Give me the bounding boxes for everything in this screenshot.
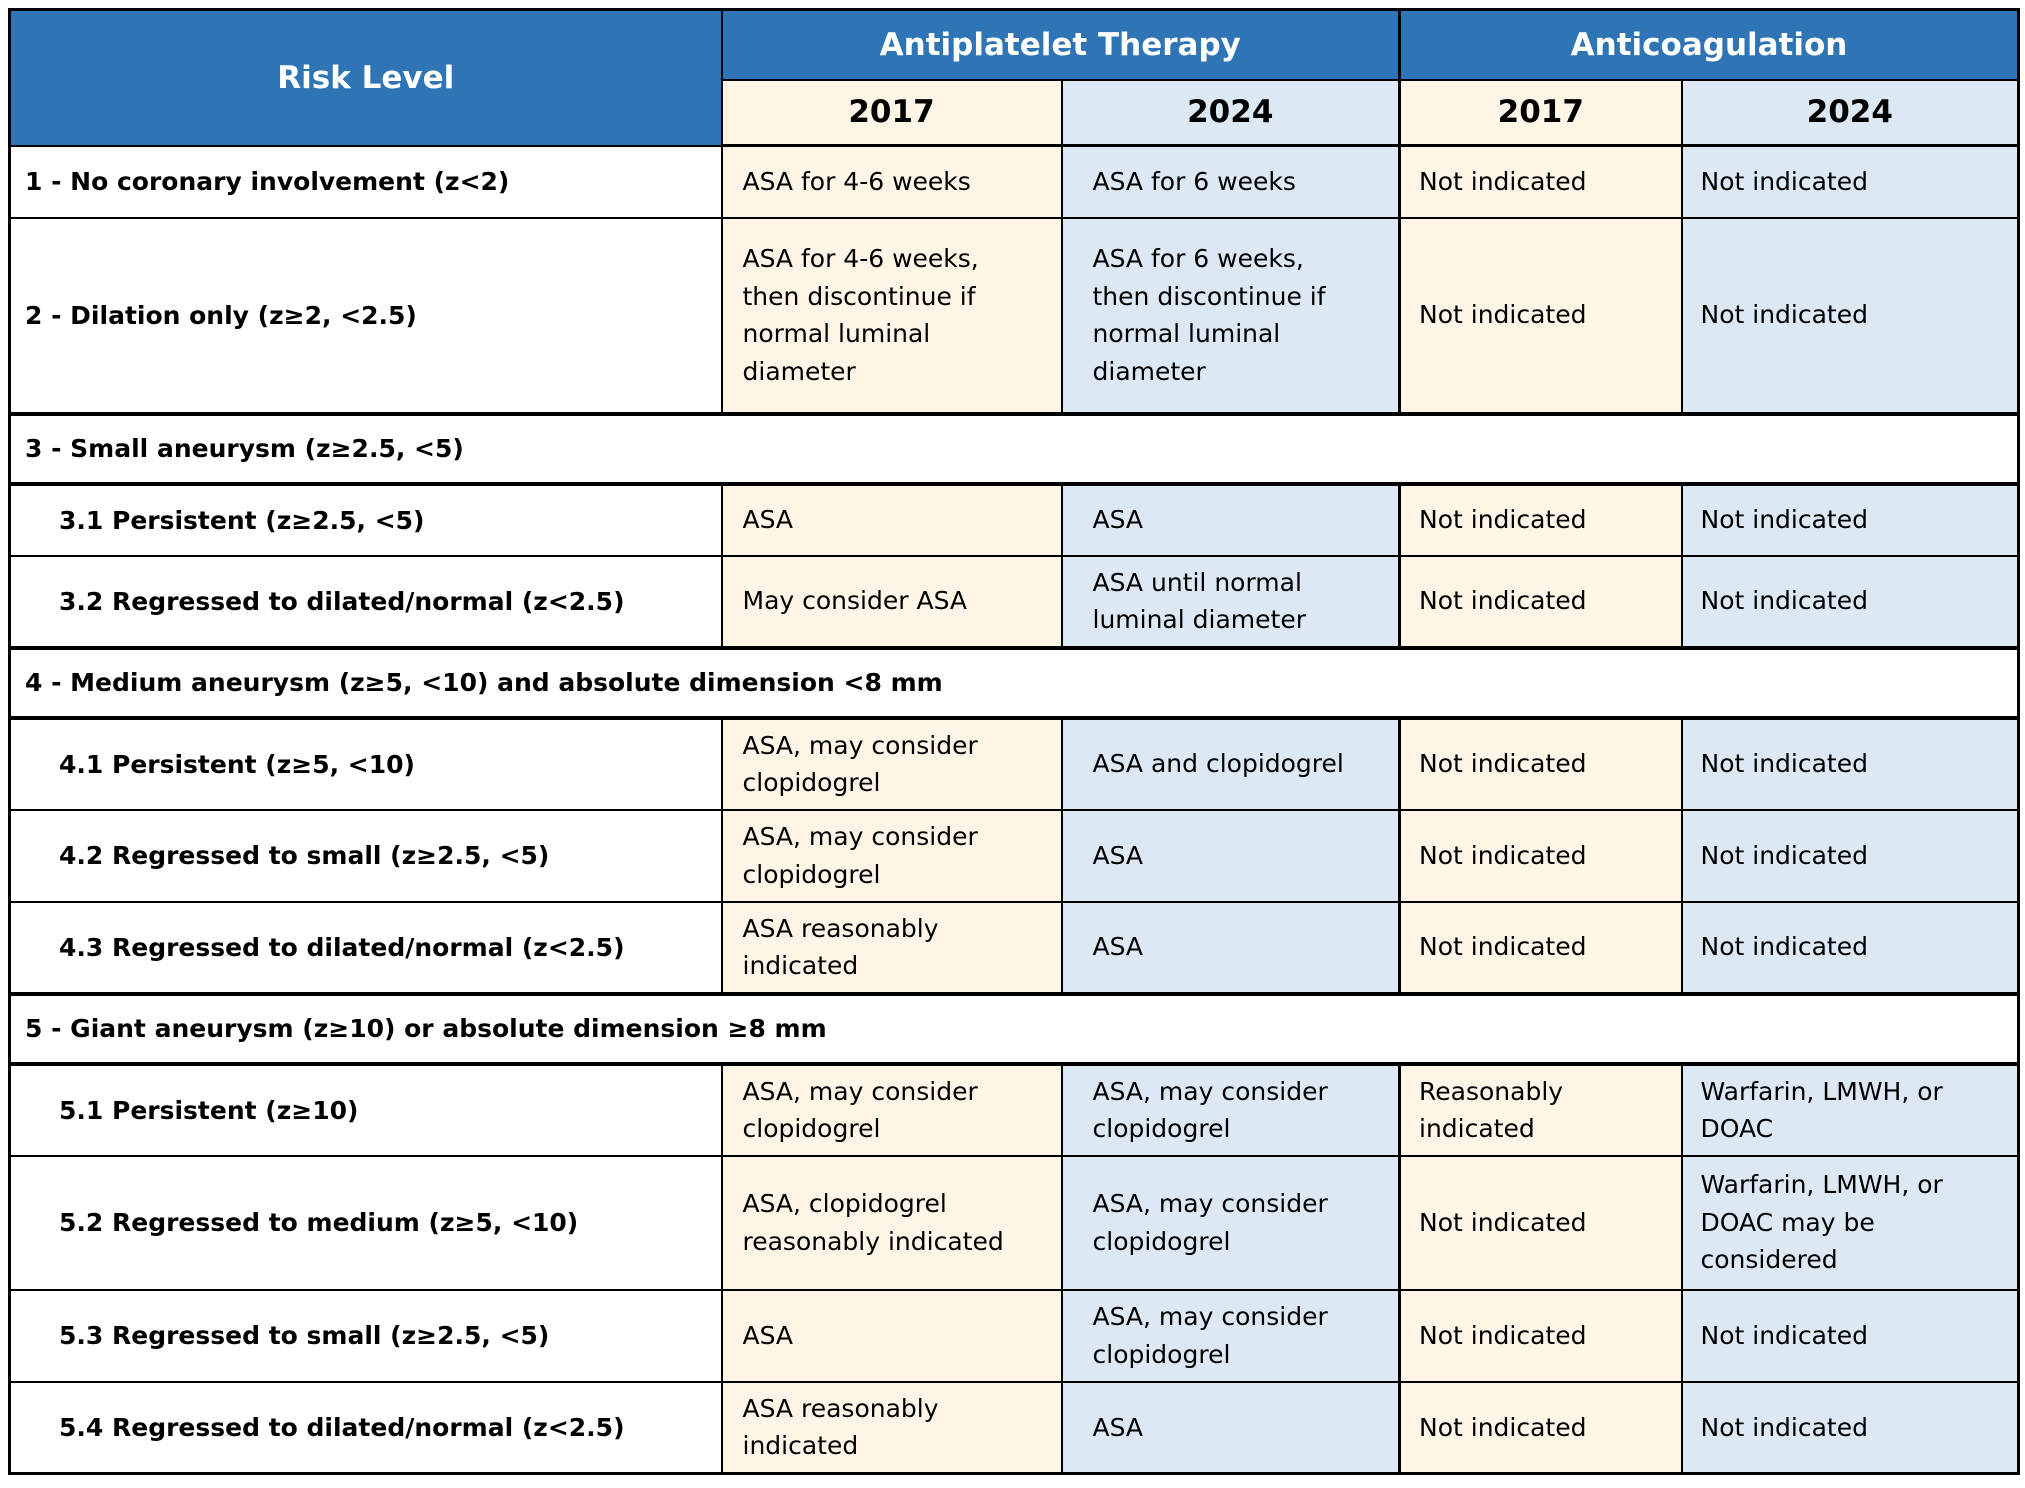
antiplatelet-2017-cell: ASA [720, 482, 1063, 557]
table-row: 4.3 Regressed to dilated/normal (z<2.5) … [8, 900, 2020, 995]
table-row: 1 - No coronary involvement (z<2) ASA fo… [8, 144, 2020, 219]
antiplatelet-2017-cell: ASA reasonably indicated [720, 900, 1063, 995]
header-row-years: 2017 2024 2017 2024 [10, 78, 2020, 147]
antiplatelet-2017-cell: ASA, may consider clopidogrel [720, 1062, 1063, 1157]
antiplatelet-2017-cell: ASA [720, 1288, 1063, 1383]
section-header-row: 4 - Medium aneurysm (z≥5, <10) and absol… [8, 645, 2020, 720]
risk-level-cell: 3.2 Regressed to dilated/normal (z<2.5) [8, 554, 723, 649]
table-row: 5.4 Regressed to dilated/normal (z<2.5) … [8, 1380, 2020, 1475]
anticoagulation-2024-cell: Warfarin, LMWH, or DOAC [1680, 1062, 2020, 1157]
anticoagulation-2024-cell: Not indicated [1680, 716, 2020, 811]
section-header-cell: 5 - Giant aneurysm (z≥10) or absolute di… [8, 991, 2020, 1066]
anticoagulation-2024-cell: Not indicated [1680, 900, 2020, 995]
anticoagulation-2024-cell: Not indicated [1680, 1380, 2020, 1475]
antiplatelet-2017-cell: ASA, may consider clopidogrel [720, 716, 1063, 811]
anticoagulation-2017-cell: Reasonably indicated [1398, 1062, 1683, 1157]
section-header-row: 5 - Giant aneurysm (z≥10) or absolute di… [8, 991, 2020, 1066]
table-row: 3.2 Regressed to dilated/normal (z<2.5) … [8, 554, 2020, 649]
risk-level-cell: 1 - No coronary involvement (z<2) [8, 144, 723, 219]
table-row: 5.1 Persistent (z≥10) ASA, may consider … [8, 1062, 2020, 1157]
antiplatelet-2017-cell: ASA, may consider clopidogrel [720, 808, 1063, 903]
risk-level-cell: 4.3 Regressed to dilated/normal (z<2.5) [8, 900, 723, 995]
antiplatelet-2017-header: 2017 [720, 78, 1063, 147]
antiplatelet-2024-cell: ASA for 6 weeks, then discontinue if nor… [1060, 216, 1401, 415]
risk-level-header: Risk Level [8, 8, 723, 147]
anticoagulation-2024-cell: Not indicated [1680, 144, 2020, 219]
risk-level-cell: 5.2 Regressed to medium (z≥5, <10) [8, 1154, 723, 1291]
table-row: 5.3 Regressed to small (z≥2.5, <5) ASA A… [8, 1288, 2020, 1383]
anticoagulation-2024-header: 2024 [1680, 78, 2020, 147]
anticoagulation-2017-cell: Not indicated [1398, 144, 1683, 219]
anticoagulation-2017-cell: Not indicated [1398, 482, 1683, 557]
risk-level-cell: 5.3 Regressed to small (z≥2.5, <5) [8, 1288, 723, 1383]
antiplatelet-therapy-header: Antiplatelet Therapy [720, 8, 1401, 81]
anticoagulation-2017-cell: Not indicated [1398, 554, 1683, 649]
antiplatelet-2017-cell: ASA for 4-6 weeks [720, 144, 1063, 219]
table-row: 2 - Dilation only (z≥2, <2.5) ASA for 4-… [8, 216, 2020, 415]
risk-level-cell: 2 - Dilation only (z≥2, <2.5) [8, 216, 723, 415]
antiplatelet-2017-cell: May consider ASA [720, 554, 1063, 649]
section-header-cell: 3 - Small aneurysm (z≥2.5, <5) [8, 411, 2020, 486]
antiplatelet-2024-header: 2024 [1060, 78, 1401, 147]
antiplatelet-2017-cell: ASA reasonably indicated [720, 1380, 1063, 1475]
risk-therapy-table: Risk Level Antiplatelet Therapy Anticoag… [8, 8, 2021, 1475]
anticoagulation-2024-cell: Not indicated [1680, 808, 2020, 903]
antiplatelet-2024-cell: ASA for 6 weeks [1060, 144, 1401, 219]
anticoagulation-2017-header: 2017 [1398, 78, 1683, 147]
anticoagulation-2024-cell: Not indicated [1680, 554, 2020, 649]
anticoagulation-header: Anticoagulation [1398, 8, 2020, 81]
section-header-cell: 4 - Medium aneurysm (z≥5, <10) and absol… [8, 645, 2020, 720]
risk-level-cell: 3.1 Persistent (z≥2.5, <5) [8, 482, 723, 557]
risk-level-cell: 4.2 Regressed to small (z≥2.5, <5) [8, 808, 723, 903]
antiplatelet-2024-cell: ASA [1060, 808, 1401, 903]
antiplatelet-2024-cell: ASA [1060, 1380, 1401, 1475]
table-row: 3.1 Persistent (z≥2.5, <5) ASA ASA Not i… [8, 482, 2020, 557]
antiplatelet-2024-cell: ASA [1060, 900, 1401, 995]
header-row-groups: Risk Level Antiplatelet Therapy Anticoag… [8, 8, 2020, 147]
risk-level-cell: 5.4 Regressed to dilated/normal (z<2.5) [8, 1380, 723, 1475]
anticoagulation-2017-cell: Not indicated [1398, 216, 1683, 415]
anticoagulation-2017-cell: Not indicated [1398, 900, 1683, 995]
anticoagulation-2017-cell: Not indicated [1398, 1154, 1683, 1291]
anticoagulation-2017-cell: Not indicated [1398, 1380, 1683, 1475]
section-header-row: 3 - Small aneurysm (z≥2.5, <5) [8, 411, 2020, 486]
antiplatelet-2024-cell: ASA [1060, 482, 1401, 557]
anticoagulation-2017-cell: Not indicated [1398, 1288, 1683, 1383]
antiplatelet-2024-cell: ASA, may consider clopidogrel [1060, 1288, 1401, 1383]
anticoagulation-2017-cell: Not indicated [1398, 716, 1683, 811]
anticoagulation-2024-cell: Not indicated [1680, 1288, 2020, 1383]
risk-level-cell: 5.1 Persistent (z≥10) [8, 1062, 723, 1157]
risk-level-cell: 4.1 Persistent (z≥5, <10) [8, 716, 723, 811]
antiplatelet-2024-cell: ASA and clopidogrel [1060, 716, 1401, 811]
anticoagulation-2024-cell: Not indicated [1680, 216, 2020, 415]
antiplatelet-2017-cell: ASA for 4-6 weeks, then discontinue if n… [720, 216, 1063, 415]
anticoagulation-2024-cell: Warfarin, LMWH, or DOAC may be considere… [1680, 1154, 2020, 1291]
antiplatelet-2024-cell: ASA until normal luminal diameter [1060, 554, 1401, 649]
anticoagulation-2017-cell: Not indicated [1398, 808, 1683, 903]
antiplatelet-2017-cell: ASA, clopidogrel reasonably indicated [720, 1154, 1063, 1291]
anticoagulation-2024-cell: Not indicated [1680, 482, 2020, 557]
table-row: 4.2 Regressed to small (z≥2.5, <5) ASA, … [8, 808, 2020, 903]
table-row: 4.1 Persistent (z≥5, <10) ASA, may consi… [8, 716, 2020, 811]
table-row: 5.2 Regressed to medium (z≥5, <10) ASA, … [8, 1154, 2020, 1291]
antiplatelet-2024-cell: ASA, may consider clopidogrel [1060, 1154, 1401, 1291]
antiplatelet-2024-cell: ASA, may consider clopidogrel [1060, 1062, 1401, 1157]
